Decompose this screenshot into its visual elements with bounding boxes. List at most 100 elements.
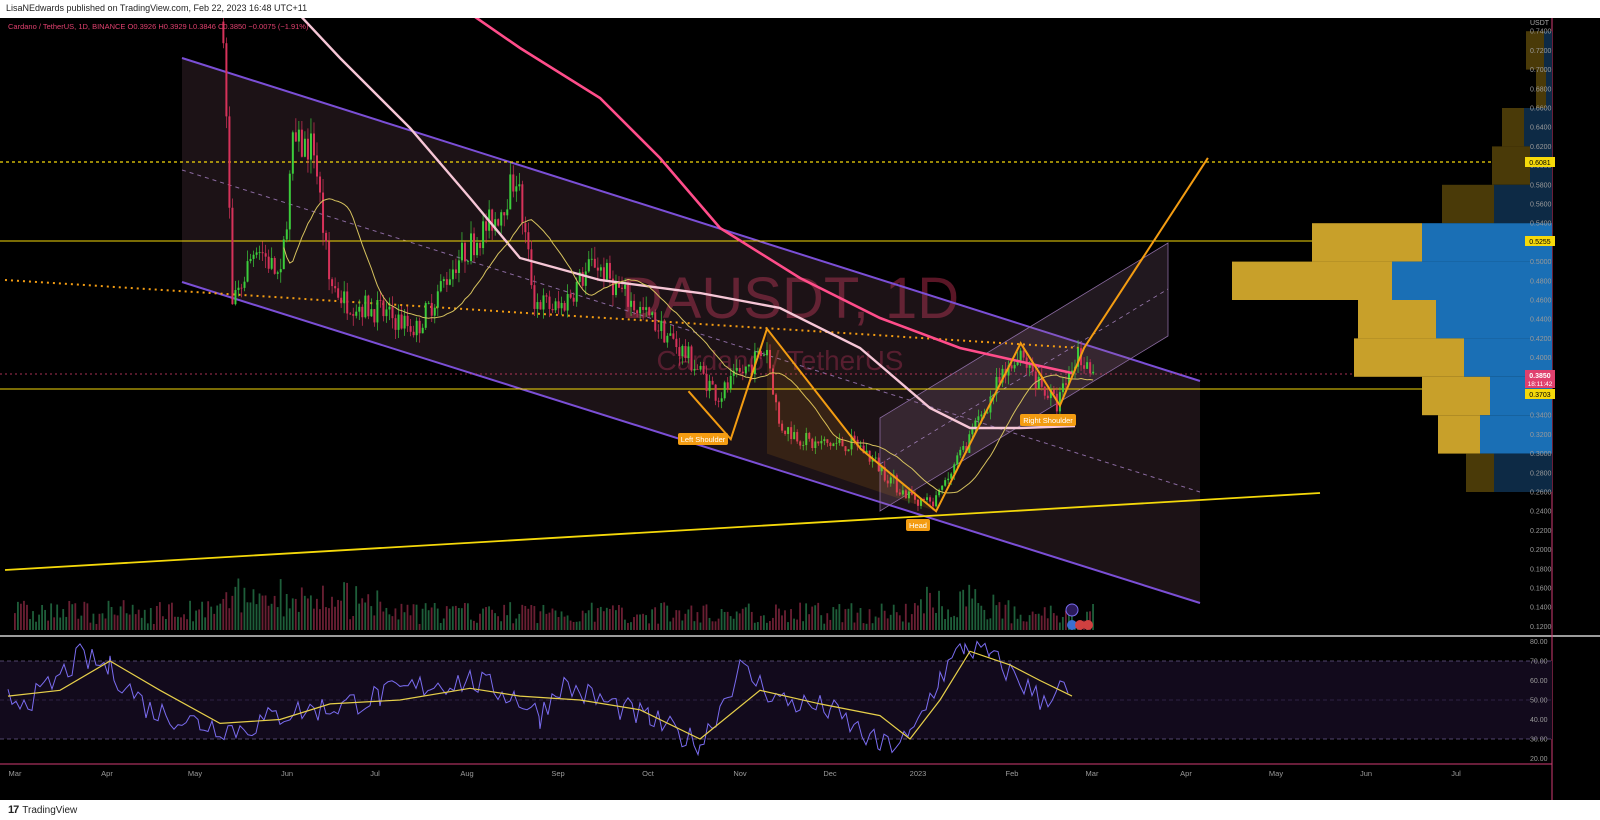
candle-body — [672, 333, 675, 339]
volume-bar — [65, 616, 68, 630]
price-tick: 0.1200 — [1530, 624, 1552, 631]
volume-bar — [204, 617, 207, 630]
volume-bar — [1043, 607, 1046, 630]
candle-body — [288, 173, 291, 230]
candle-body — [273, 257, 276, 274]
time-tick: Jun — [1360, 769, 1372, 778]
volume-bar — [1031, 611, 1034, 630]
volume-bar — [119, 606, 122, 630]
watermark-symbol: DAUSDT, 1D — [621, 266, 959, 331]
long-support-line — [4, 492, 1321, 571]
volume-bar — [403, 612, 406, 630]
footer-bar: 17 TradingView — [0, 800, 1600, 820]
volume-bar — [850, 603, 853, 630]
volume-bar — [587, 610, 590, 630]
rsi-axis[interactable]: 80.00 70.00 60.00 50.00 40.00 30.00 20.00 — [1530, 639, 1548, 763]
volume-bar — [584, 613, 587, 630]
volume-bar — [642, 613, 644, 630]
volume-bar — [512, 623, 515, 630]
candle-body — [470, 233, 473, 262]
candle-body — [772, 368, 775, 395]
volume-bar — [826, 613, 829, 630]
candle-body — [264, 253, 267, 257]
candle-body — [406, 315, 409, 327]
volume-bar — [1052, 613, 1055, 630]
volume-bar — [856, 612, 859, 630]
volume-bar — [717, 618, 720, 630]
volume-bar — [433, 602, 436, 630]
volume-bar — [566, 615, 569, 630]
time-tick: Jul — [1451, 769, 1461, 778]
volume-bar — [454, 605, 457, 630]
volume-bar — [476, 622, 478, 630]
candle-body — [787, 427, 790, 435]
volume-bar — [790, 609, 792, 630]
volume-bar — [874, 616, 877, 630]
candle-body — [645, 307, 648, 310]
volume-bar — [134, 614, 137, 630]
volume-bar — [300, 587, 303, 630]
vp-sell-bar — [1358, 300, 1436, 339]
volume-bar — [17, 601, 19, 630]
volume-bar — [605, 607, 608, 630]
volume-bar — [388, 614, 391, 630]
vp-sell-bar — [1312, 223, 1422, 262]
volume-bar — [137, 609, 140, 630]
candle-body — [898, 492, 901, 495]
volume-bar — [343, 582, 345, 630]
candle-body — [859, 445, 862, 447]
volume-bar — [500, 621, 503, 630]
events-icons[interactable] — [1065, 603, 1093, 630]
symbol-legend[interactable]: Cardano / TetherUS, 1D, BINANCE O0.3926 … — [8, 22, 309, 31]
time-tick: Oct — [642, 769, 655, 778]
volume-bar — [373, 615, 376, 630]
volume-bar — [340, 600, 342, 630]
volume-bar — [430, 607, 433, 630]
publish-text: LisaNEdwards published on TradingView.co… — [6, 3, 308, 13]
volume-bar — [192, 621, 194, 630]
volume-bar — [726, 611, 729, 630]
volume-bar — [645, 615, 647, 630]
last-price-label: 0.3850 18:11:42 — [1525, 370, 1555, 388]
volume-bar — [279, 579, 282, 630]
candle-body — [1049, 389, 1052, 399]
vp-buy-bar — [1524, 108, 1552, 147]
vp-buy-bar — [1436, 300, 1552, 339]
volume-bar — [207, 601, 210, 630]
volume-bar — [1007, 600, 1010, 630]
volume-bar — [823, 623, 826, 630]
volume-bar — [1016, 618, 1019, 630]
volume-bar — [817, 602, 820, 630]
price-tick: 0.4600 — [1530, 298, 1552, 305]
candle-body — [811, 438, 814, 449]
price-tick: 0.4800 — [1530, 278, 1552, 285]
vp-sell-bar — [1442, 184, 1494, 224]
ma-20-line — [283, 198, 1094, 494]
time-tick: Nov — [733, 769, 747, 778]
volume-bar — [1055, 615, 1058, 630]
candle-body — [775, 394, 778, 403]
chart-canvas[interactable]: DAUSDT, 1D Cardano / TetherUS Left Shoul… — [0, 18, 1600, 800]
volume-bar — [98, 613, 101, 630]
candle-body — [391, 306, 394, 319]
price-tick: 0.1600 — [1530, 586, 1552, 593]
price-tick: 0.6800 — [1530, 86, 1552, 93]
time-axis[interactable]: Mar Apr May Jun Jul Aug Sep Oct Nov Dec 2023 Feb Mar… — [9, 769, 1462, 778]
volume-bar — [901, 621, 904, 630]
candle-body — [322, 192, 325, 233]
candle-body — [841, 439, 844, 447]
volume-bar — [923, 613, 925, 630]
candle-body — [624, 284, 627, 289]
candle-body — [826, 439, 829, 443]
candle-body — [291, 132, 294, 174]
candle-body — [959, 449, 962, 456]
tradingview-brand[interactable]: 17 TradingView — [8, 804, 77, 816]
volume-bar — [983, 609, 986, 630]
volume-bar — [32, 611, 34, 630]
volume-bar — [509, 602, 512, 630]
vp-buy-bar — [1480, 415, 1552, 454]
volume-bar — [337, 599, 339, 630]
candle-body — [421, 327, 424, 334]
volume-bar — [71, 604, 74, 630]
volume-bar — [699, 622, 702, 630]
